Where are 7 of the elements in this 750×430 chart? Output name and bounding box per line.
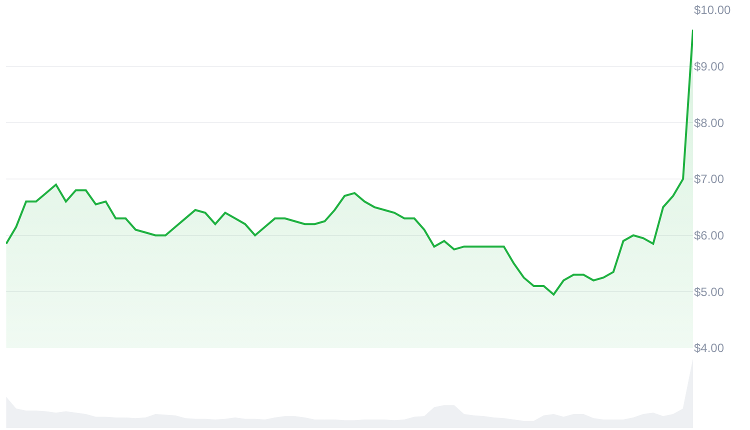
y-tick-label: $10.00: [694, 3, 732, 18]
y-tick-label: $9.00: [694, 60, 724, 74]
y-tick-label: $7.00: [694, 172, 724, 186]
y-tick-label: $4.00: [694, 341, 724, 356]
y-tick-label: $6.00: [694, 228, 724, 243]
y-tick-label: $8.00: [694, 116, 724, 130]
y-tick-label: $5.00: [694, 284, 724, 299]
